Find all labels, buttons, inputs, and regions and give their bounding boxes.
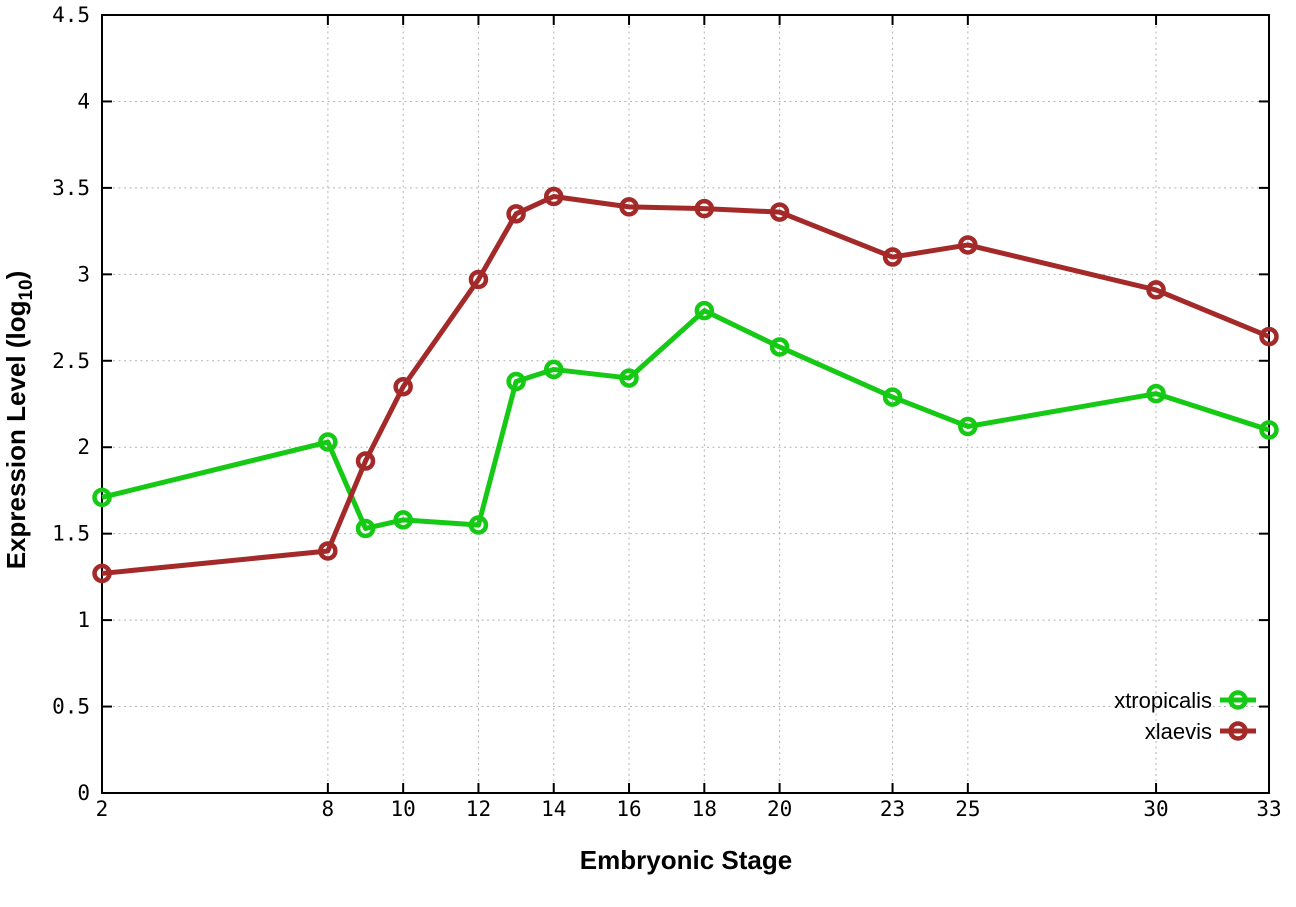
legend-item-xtropicalis: xtropicalis xyxy=(1114,688,1256,713)
y-tick-label: 0.5 xyxy=(52,695,90,719)
y-axis-title: Expression Level (log10) xyxy=(1,271,37,570)
y-tick-label: 1.5 xyxy=(52,522,90,546)
legend-label: xtropicalis xyxy=(1114,688,1212,713)
legend-label: xlaevis xyxy=(1145,719,1212,744)
x-tick-label: 14 xyxy=(541,797,566,821)
data-point xyxy=(468,515,489,535)
y-tick-label: 0 xyxy=(77,781,90,805)
data-point xyxy=(1146,383,1166,404)
data-point xyxy=(1259,326,1279,347)
data-point xyxy=(882,247,903,267)
y-tick-label: 2 xyxy=(77,435,90,459)
x-tick-label: 23 xyxy=(880,797,905,821)
x-tick-label: 30 xyxy=(1143,797,1168,821)
x-tick-label: 10 xyxy=(391,797,416,821)
x-axis-title: Embryonic Stage xyxy=(580,845,792,875)
data-point xyxy=(92,487,112,508)
y-tick-label: 3.5 xyxy=(52,176,90,200)
data-point xyxy=(958,416,978,437)
x-tick-label: 25 xyxy=(955,797,980,821)
data-point xyxy=(355,518,376,539)
tick-labels: 2 8 10 12 14 16 18 20 23 25 30 33 0 0.5 1 1.5 2 2.5 3 3.5 4 4… xyxy=(52,3,1282,821)
data-point xyxy=(958,235,978,255)
y-tick-label: 2.5 xyxy=(52,349,90,373)
y-tick-label: 4.5 xyxy=(52,3,90,27)
data-point xyxy=(694,300,715,321)
data-point xyxy=(318,432,338,452)
legend-item-xlaevis: xlaevis xyxy=(1145,719,1256,744)
data-point xyxy=(355,451,376,471)
data-point xyxy=(318,541,338,561)
data-point xyxy=(543,359,564,380)
data-point xyxy=(506,204,526,224)
series-xtropicalis xyxy=(92,300,1279,539)
data-point xyxy=(694,198,715,219)
data-point xyxy=(92,563,112,584)
data-point xyxy=(468,269,489,290)
data-point xyxy=(543,186,564,207)
legend: xtropicalis xlaevis xyxy=(1114,688,1256,744)
series-line xyxy=(101,308,1270,531)
data-point xyxy=(769,202,790,222)
tick-marks xyxy=(101,14,1270,794)
x-tick-label: 2 xyxy=(96,797,109,821)
data-point xyxy=(1259,420,1279,440)
data-point xyxy=(769,337,790,357)
series-xlaevis xyxy=(92,186,1279,584)
x-tick-label: 8 xyxy=(322,797,335,821)
legend-marker xyxy=(1228,690,1248,710)
data-point xyxy=(619,368,639,388)
series-line xyxy=(101,194,1270,576)
x-tick-label: 16 xyxy=(616,797,641,821)
data-point xyxy=(393,510,413,530)
data-point xyxy=(882,387,903,407)
data-point xyxy=(393,376,413,397)
x-tick-label: 18 xyxy=(692,797,717,821)
data-point xyxy=(1146,280,1166,300)
y-tick-label: 4 xyxy=(77,89,90,113)
y-tick-label: 3 xyxy=(77,262,90,286)
data-point xyxy=(619,197,639,217)
plot-border xyxy=(101,14,1270,794)
x-tick-label: 12 xyxy=(466,797,491,821)
x-tick-label: 33 xyxy=(1256,797,1281,821)
legend-marker xyxy=(1228,721,1248,741)
data-point xyxy=(506,371,526,392)
y-tick-label: 1 xyxy=(77,608,90,632)
x-tick-label: 20 xyxy=(767,797,792,821)
